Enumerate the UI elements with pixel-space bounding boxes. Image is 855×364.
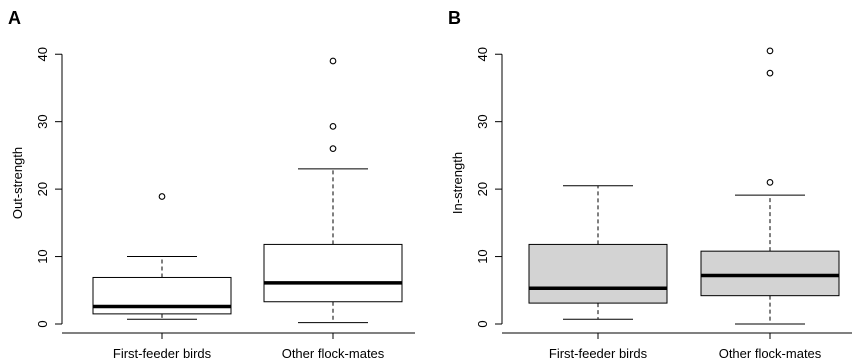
outlier-point xyxy=(329,57,337,65)
y-tick-label: 10 xyxy=(35,249,50,263)
panel-b-in-strength: B In-strength 0 10 20 30 40 First-feeder bird… xyxy=(448,8,852,361)
y-tick-label: 40 xyxy=(475,47,490,61)
y-tick-label: 0 xyxy=(35,320,50,327)
box-1 xyxy=(92,193,232,320)
y-tick-label: 10 xyxy=(475,249,490,263)
box-1 xyxy=(528,185,668,320)
y-axis-label-a: Out-strength xyxy=(10,147,25,219)
outlier-point xyxy=(158,193,166,200)
panel-label-b: B xyxy=(448,8,461,28)
y-tick-label: 30 xyxy=(475,114,490,128)
y-tick-label: 20 xyxy=(475,182,490,196)
interquartile-box xyxy=(92,276,232,315)
panel-a-out-strength: A Out-strength 0 10 20 30 40 First-feeder bir… xyxy=(8,8,415,361)
y-tick-label: 20 xyxy=(35,182,50,196)
interquartile-box xyxy=(700,250,840,297)
outlier-point xyxy=(329,145,337,153)
panel-label-a: A xyxy=(8,8,21,28)
outlier-point xyxy=(766,69,774,77)
interquartile-box xyxy=(528,243,668,304)
x-category-label: First-feeder birds xyxy=(113,346,212,361)
outlier-point xyxy=(766,47,774,55)
y-tick-label: 0 xyxy=(475,320,490,327)
box-2 xyxy=(700,47,840,325)
box-2 xyxy=(263,57,403,324)
x-category-label: Other flock-mates xyxy=(719,346,822,361)
y-tick-label: 40 xyxy=(35,47,50,61)
outlier-point xyxy=(329,123,337,130)
y-tick-label: 30 xyxy=(35,114,50,128)
outlier-point xyxy=(766,179,774,186)
interquartile-box xyxy=(263,243,403,303)
y-axis-label-b: In-strength xyxy=(450,152,465,214)
x-category-label: Other flock-mates xyxy=(282,346,385,361)
x-category-label: First-feeder birds xyxy=(549,346,648,361)
